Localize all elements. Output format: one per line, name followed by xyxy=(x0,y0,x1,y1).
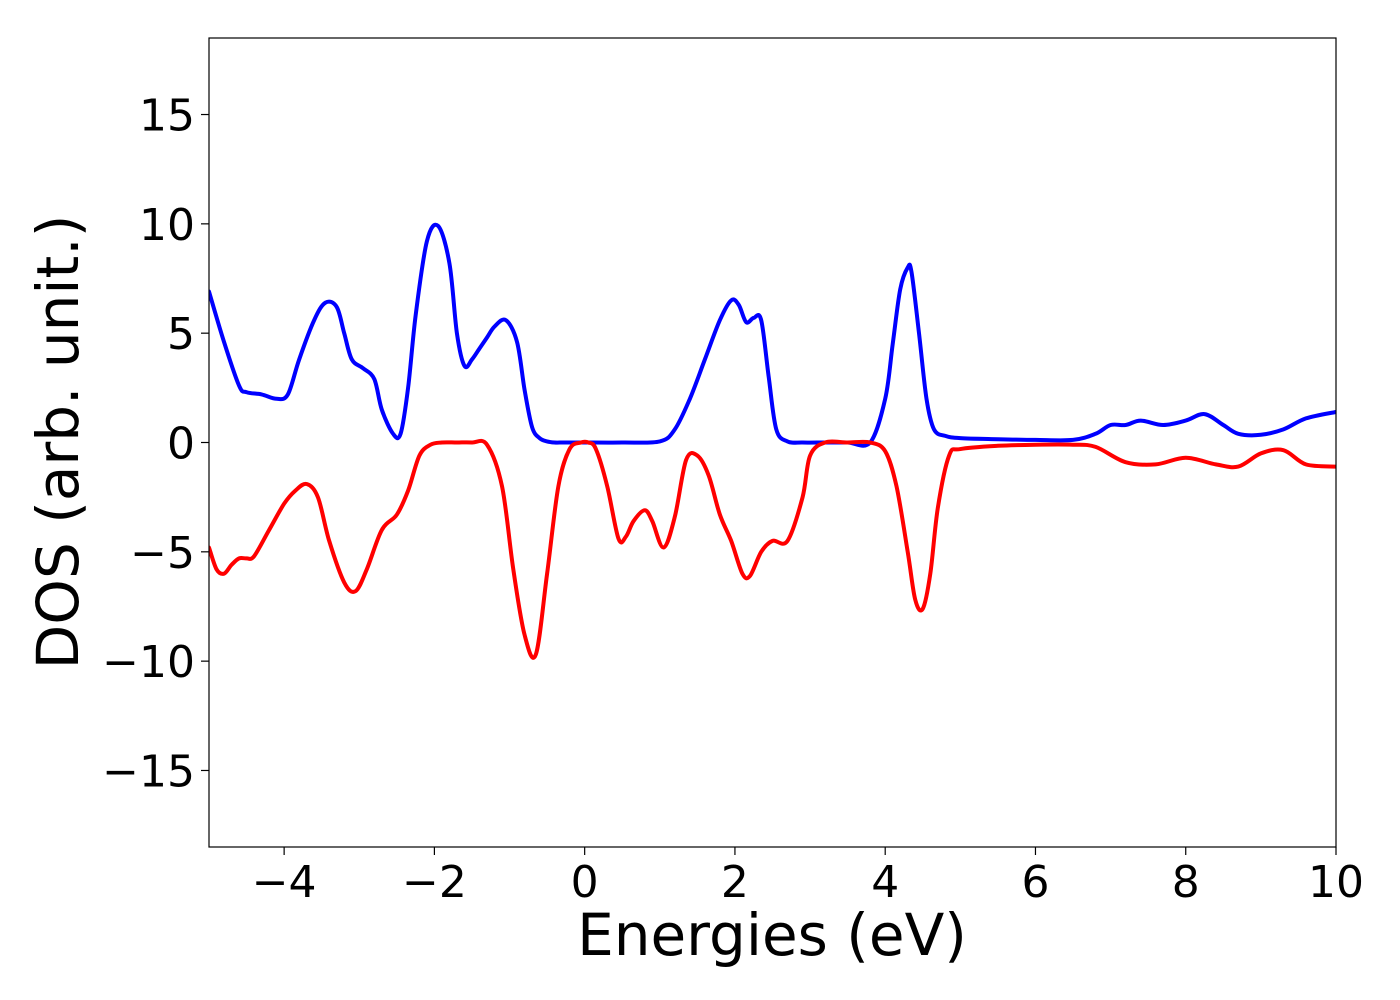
y-tick-label: 15 xyxy=(139,91,195,142)
y-tick-label: −10 xyxy=(102,637,195,688)
y-axis-label: DOS (arb. unit.) xyxy=(24,215,92,670)
y-axis-ticks: 15 10 5 0 −5 −10 −15 xyxy=(102,91,209,797)
x-tick-label: 2 xyxy=(721,857,749,908)
x-tick-label: −2 xyxy=(402,857,467,908)
x-axis-label: Energies (eV) xyxy=(577,901,967,969)
x-tick-label: 6 xyxy=(1021,857,1049,908)
x-tick-label: 10 xyxy=(1308,857,1364,908)
y-tick-label: −5 xyxy=(130,528,195,579)
plot-frame xyxy=(208,37,1337,848)
series-line-spin-up xyxy=(209,222,1336,448)
x-tick-label: 0 xyxy=(571,857,599,908)
x-tick-label: 8 xyxy=(1172,857,1200,908)
series-line-spin-down xyxy=(209,438,1336,660)
y-tick-label: −15 xyxy=(102,746,195,797)
x-axis-ticks: −4 −2 0 2 4 6 8 10 xyxy=(252,847,1364,908)
y-tick-label: 10 xyxy=(139,200,195,251)
series-layer xyxy=(209,222,1336,660)
x-tick-label: −4 xyxy=(252,857,317,908)
y-tick-label: 5 xyxy=(167,309,195,360)
x-tick-label: 4 xyxy=(871,857,899,908)
y-tick-label: 0 xyxy=(167,419,195,470)
